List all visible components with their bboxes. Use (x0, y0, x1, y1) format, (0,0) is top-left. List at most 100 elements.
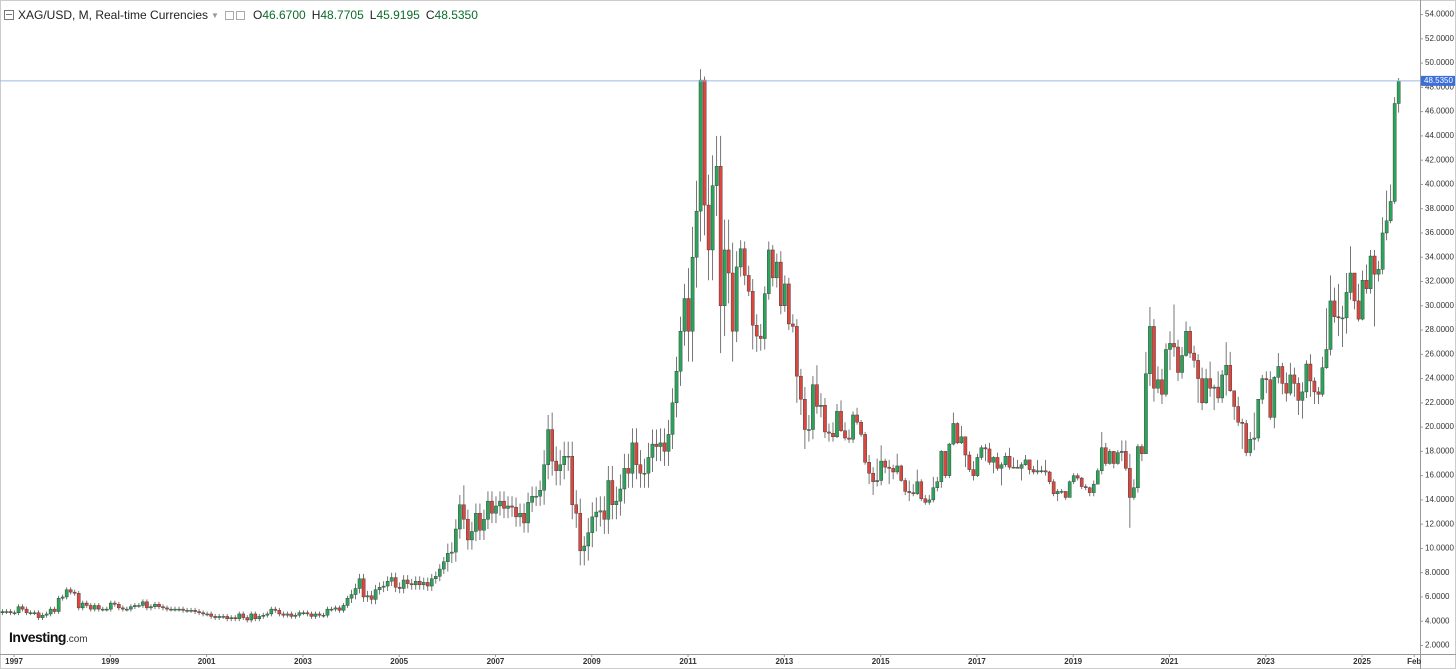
candle-body (1268, 379, 1273, 418)
candle-body (80, 602, 85, 609)
candle-body (758, 335, 763, 339)
candle-body (149, 606, 153, 609)
candle-body (987, 448, 992, 463)
y-tick-label: 18.0000 (1425, 446, 1454, 455)
x-tick-label: 2007 (487, 657, 505, 666)
candle-body (1336, 316, 1341, 319)
candle-body (1396, 80, 1401, 104)
candle-body (1071, 475, 1076, 482)
candle-body (734, 266, 739, 332)
candle-body (161, 606, 165, 609)
candle-body (754, 324, 759, 337)
candle-body (714, 166, 719, 186)
candle-body (92, 605, 97, 610)
candle-body (827, 431, 831, 434)
candle-body (40, 614, 45, 618)
settings-icon[interactable] (224, 10, 234, 20)
candle-body (718, 166, 723, 306)
collapse-icon[interactable] (4, 10, 14, 20)
candle-body (570, 456, 575, 505)
candle-body (1364, 280, 1369, 289)
candle-body (742, 248, 747, 276)
candle-body (353, 588, 358, 595)
candle-body (831, 432, 835, 438)
candle-body (393, 577, 398, 588)
ohlc-value: 48.7705 (320, 8, 364, 22)
logo-suffix: .com (65, 634, 88, 645)
candle-body (694, 210, 699, 258)
candle-body (0, 611, 5, 613)
candle-body (12, 612, 17, 614)
candle-body (385, 580, 390, 587)
candle-body (205, 613, 209, 616)
candle-body (1047, 471, 1052, 482)
ohlc-value: 45.9195 (376, 8, 420, 22)
candle-body (999, 464, 1004, 469)
candle-body (281, 613, 286, 616)
candle-body (84, 602, 89, 606)
candle-body (658, 442, 663, 447)
candle-body (305, 612, 310, 615)
candle-body (482, 519, 486, 531)
candle-body (345, 597, 350, 606)
candle-body (1136, 446, 1140, 488)
candle-body (1280, 366, 1285, 384)
candle-body (401, 579, 406, 589)
candle-body (710, 185, 715, 251)
y-tick-label: 40.0000 (1425, 180, 1454, 189)
candle-body (1304, 363, 1309, 393)
candle-body (538, 489, 542, 497)
candle-body (618, 488, 623, 502)
candle-body (558, 464, 562, 471)
candle-body (1224, 365, 1228, 376)
candle-body (309, 613, 314, 617)
candle-body (1312, 380, 1317, 393)
candle-body (317, 613, 322, 616)
y-tick-label: 8.0000 (1425, 568, 1450, 577)
candle-body (947, 443, 952, 476)
candle-body (783, 283, 787, 306)
candle-body (803, 398, 807, 430)
candle-body (1324, 349, 1329, 368)
candle-body (1103, 447, 1108, 464)
x-tick-label: 2025 (1353, 657, 1371, 666)
candle-body (1099, 447, 1104, 471)
y-tick-label: 20.0000 (1425, 422, 1454, 431)
candle-body (863, 434, 867, 463)
dropdown-arrow[interactable]: ▼ (211, 10, 219, 20)
candle-body (702, 79, 707, 206)
candle-body (1360, 280, 1365, 320)
y-tick-label: 36.0000 (1425, 228, 1454, 237)
y-tick-label: 48.0000 (1425, 82, 1454, 91)
candle-body (1164, 349, 1168, 395)
candle-body (121, 607, 125, 610)
candle-body (554, 460, 558, 471)
candle-body (4, 611, 9, 613)
candle-body (177, 608, 181, 611)
candle-body (907, 491, 912, 493)
candle-body (16, 606, 21, 613)
candle-body (486, 500, 490, 520)
candle-body (1232, 390, 1236, 407)
y-tick-label: 4.0000 (1425, 616, 1450, 625)
y-tick-label: 42.0000 (1425, 155, 1454, 164)
candle-body (1128, 468, 1132, 498)
candle-body (1376, 269, 1381, 275)
candle-body (887, 466, 891, 469)
candle-body (1200, 378, 1204, 404)
candle-body (341, 605, 346, 611)
close-icon[interactable] (235, 10, 245, 20)
candle-body (871, 473, 875, 482)
candle-body (1348, 272, 1353, 293)
candle-body (454, 528, 458, 553)
candle-body (1108, 451, 1112, 464)
candle-body (891, 468, 895, 473)
candle-body (229, 617, 233, 620)
candle-body (76, 593, 81, 609)
candle-body (903, 480, 907, 492)
candle-body (518, 513, 522, 518)
candle-body (462, 504, 466, 520)
candle-body (1015, 466, 1020, 469)
candle-body (991, 457, 996, 463)
